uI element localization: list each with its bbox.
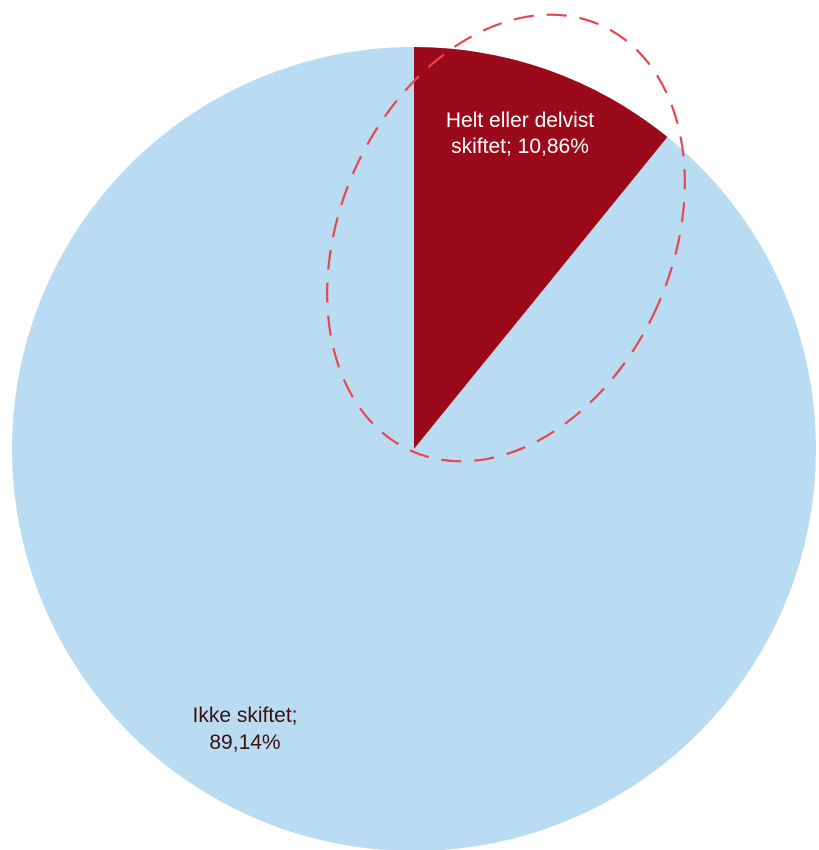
pie-slice-label-2: Ikke skiftet; 89,14% — [192, 704, 297, 754]
highlight-ellipse — [326, 13, 686, 463]
pie-slice-label-line: skiftet; 10,86% — [451, 135, 589, 158]
pie-labels: Helt eller delvist skiftet; 10,86% Ikke sk… — [192, 109, 594, 754]
pie-slice-1 — [414, 47, 668, 449]
pie-slice-label-line: Helt eller delvist — [446, 109, 594, 132]
pie-slice-label-line: 89,14% — [209, 731, 280, 754]
pie-slice-label-1: Helt eller delvist skiftet; 10,86% — [446, 109, 594, 158]
pie-slices — [12, 47, 816, 850]
pie-slice-2 — [12, 47, 816, 850]
pie-slice-label-line: Ikke skiftet; — [192, 704, 297, 727]
